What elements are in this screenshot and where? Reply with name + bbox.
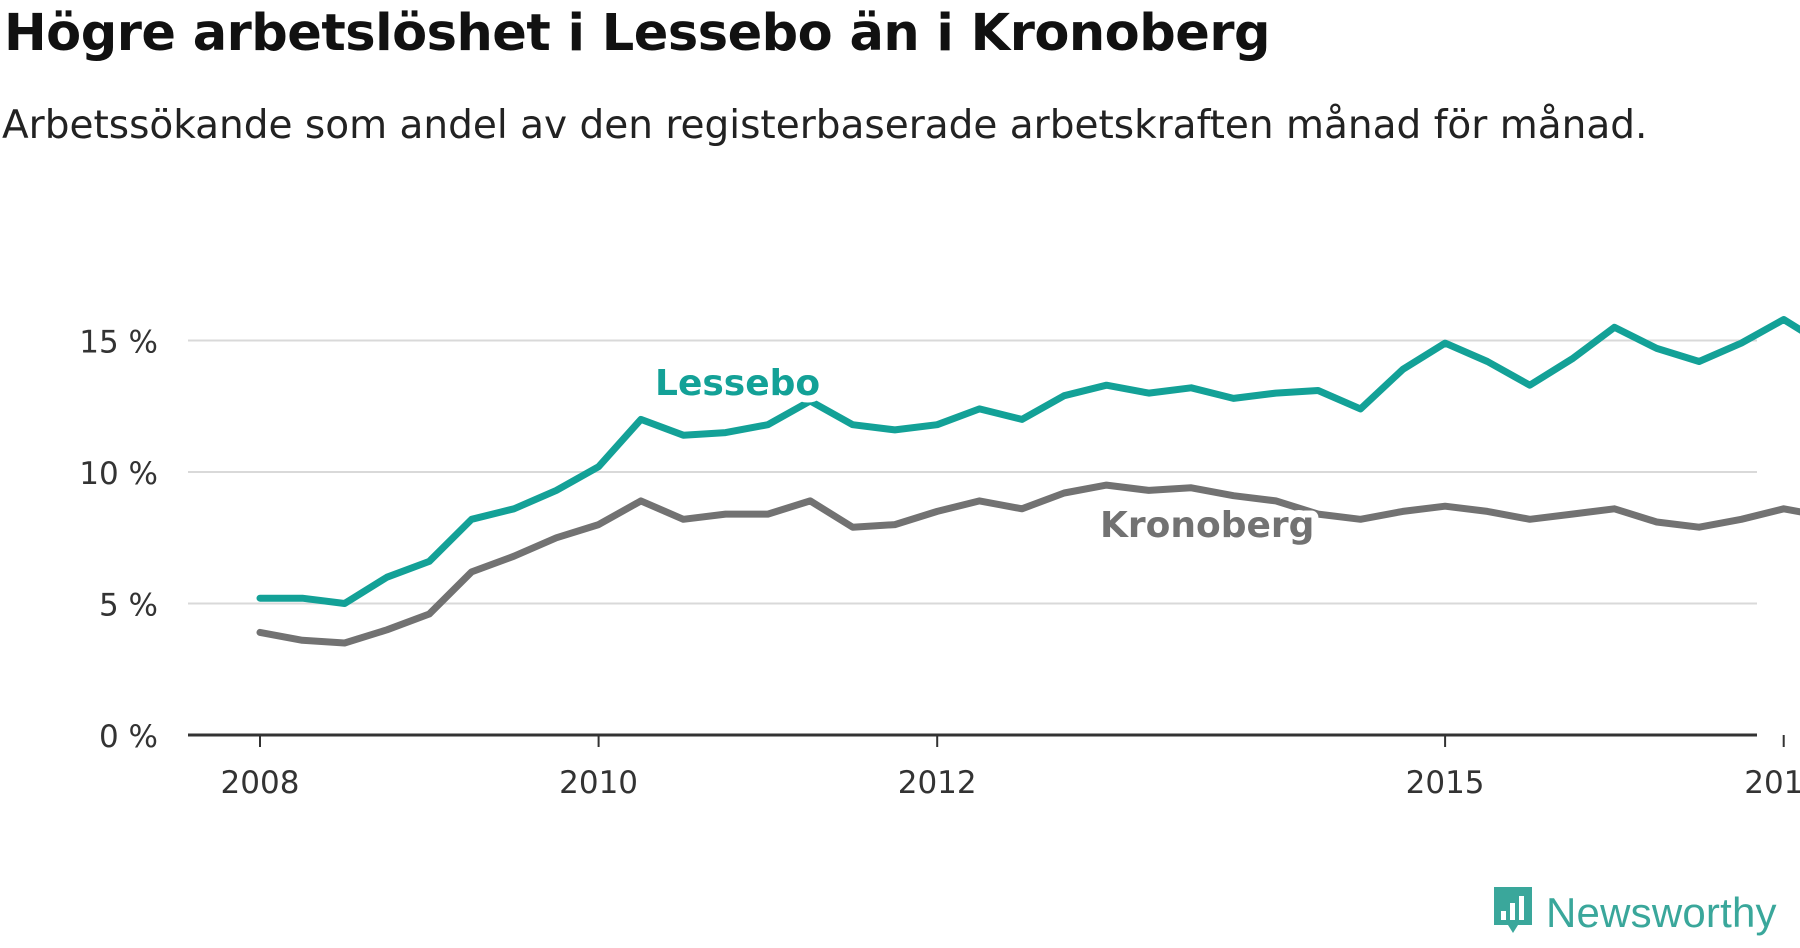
y-tick-label: 15 %	[79, 325, 158, 361]
y-tick-label: 10 %	[79, 456, 158, 492]
newsworthy-logo-icon	[1494, 887, 1532, 933]
x-axis-ticks: 20082010201220152017202020222024	[188, 733, 1800, 801]
series-name-label: Kronoberg	[1100, 505, 1314, 546]
grid-lines	[188, 339, 1757, 605]
y-tick-label: 5 %	[99, 588, 158, 624]
x-tick-label: 2008	[221, 765, 300, 801]
series-line-lessebo	[256, 316, 1800, 607]
y-tick-label: 0 %	[99, 719, 158, 755]
chart-title: Högre arbetslöshet i Lessebo än i Kronob…	[4, 4, 1270, 63]
x-tick-label: 2012	[898, 765, 977, 801]
x-tick-label: 2010	[559, 765, 638, 801]
series-name-label: Lessebo	[655, 363, 820, 404]
x-tick-label: 2017	[1744, 765, 1800, 801]
chart-subtitle: Arbetssökande som andel av den registerb…	[2, 103, 1648, 148]
y-axis-ticks: 0 % 5 % 10 % 15 %	[79, 325, 158, 756]
series-lines	[256, 316, 1800, 647]
brand: Newsworthy	[1490, 878, 1777, 948]
brand-name: Newsworthy	[1546, 889, 1777, 936]
series-line-kronoberg	[256, 481, 1800, 647]
x-tick-label: 2015	[1406, 765, 1485, 801]
